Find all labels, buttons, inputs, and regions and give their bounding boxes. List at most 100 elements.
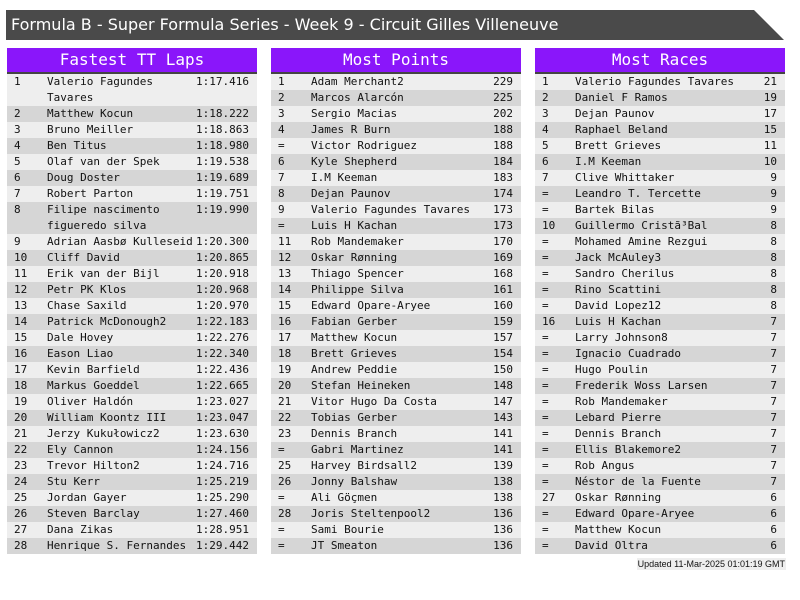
table-row: = Lebard Pierre 7 [535, 410, 785, 426]
driver-name-cell: Matthew Kocun [311, 331, 398, 344]
value-cell: 7 [770, 443, 777, 456]
value-cell: 1:18.863 [196, 123, 249, 136]
table-row: 8 Dejan Paunov 174 [271, 186, 521, 202]
table-row: 8 Filipe nascimento figueredo silva 1:19.9… [7, 202, 257, 234]
table-row: 21 Jerzy Kukułowicz2 1:23.630 [7, 426, 257, 442]
value-cell: 184 [493, 155, 513, 168]
value-cell: 169 [493, 251, 513, 264]
panel-title: Most Races [535, 48, 785, 74]
fastest-tt-laps-panel: Fastest TT Laps 1 Valerio Fagundes Tavare… [7, 48, 257, 554]
value-cell: 10 [763, 155, 777, 168]
rank-cell: 11 [14, 267, 28, 280]
value-cell: 6 [770, 539, 777, 552]
table-row: 25 Harvey Birdsall2 139 [271, 458, 521, 474]
rank-cell: 1 [14, 75, 21, 88]
rank-cell: = [278, 523, 285, 536]
value-cell: 6 [770, 523, 777, 536]
value-cell: 15 [763, 123, 777, 136]
value-cell: 1:22.436 [196, 363, 249, 376]
value-cell: 17 [763, 107, 777, 120]
table-row: = Ignacio Cuadrado 7 [535, 346, 785, 362]
rank-cell: 17 [14, 363, 28, 376]
rank-cell: 24 [14, 475, 28, 488]
table-row: 26 Steven Barclay 1:27.460 [7, 506, 257, 522]
driver-name-cell: Néstor de la Fuente [575, 475, 701, 488]
table-row: 7 I.M Keeman 183 [271, 170, 521, 186]
rank-cell: 11 [278, 235, 292, 248]
value-cell: 154 [493, 347, 513, 360]
rank-cell: 16 [14, 347, 28, 360]
table-row: 6 I.M Keeman 10 [535, 154, 785, 170]
value-cell: 8 [770, 267, 777, 280]
rank-cell: 14 [278, 283, 292, 296]
value-cell: 7 [770, 475, 777, 488]
table-row: = Matthew Kocun 6 [535, 522, 785, 538]
value-cell: 1:19.751 [196, 187, 249, 200]
table-row: 25 Jordan Gayer 1:25.290 [7, 490, 257, 506]
driver-name-cell: Olaf van der Spek [47, 155, 160, 168]
rank-cell: 1 [542, 75, 549, 88]
value-cell: 188 [493, 139, 513, 152]
table-row: 21 Vitor Hugo Da Costa 147 [271, 394, 521, 410]
driver-name-cell: Oskar Rønning [311, 251, 398, 264]
value-cell: 150 [493, 363, 513, 376]
table-row: = Néstor de la Fuente 7 [535, 474, 785, 490]
rank-cell: 22 [278, 411, 292, 424]
table-row: = Larry Johnson8 7 [535, 330, 785, 346]
driver-name-cell: JT Smeaton [311, 539, 378, 552]
table-row: 2 Matthew Kocun 1:18.222 [7, 106, 257, 122]
rank-cell: = [542, 347, 549, 360]
value-cell: 1:18.980 [196, 139, 249, 152]
driver-name-cell: Vitor Hugo Da Costa [311, 395, 437, 408]
value-cell: 7 [770, 347, 777, 360]
table-row: 16 Eason Liao 1:22.340 [7, 346, 257, 362]
rank-cell: 4 [14, 139, 21, 152]
table-row: 18 Markus Goeddel 1:22.665 [7, 378, 257, 394]
rank-cell: = [542, 427, 549, 440]
table-row: 9 Valerio Fagundes Tavares 173 [271, 202, 521, 218]
driver-name-cell: Ellis Blakemore2 [575, 443, 681, 456]
leaderboard-table: 1 Valerio Fagundes Tavares 21 2 Daniel F Ram… [535, 74, 785, 554]
value-cell: 202 [493, 107, 513, 120]
table-row: = Edward Opare-Aryee 6 [535, 506, 785, 522]
value-cell: 170 [493, 235, 513, 248]
value-cell: 174 [493, 187, 513, 200]
rank-cell: = [278, 491, 285, 504]
driver-name-cell: Adam Merchant2 [311, 75, 404, 88]
rank-cell: 23 [14, 459, 28, 472]
table-row: 20 Stefan Heineken 148 [271, 378, 521, 394]
value-cell: 6 [770, 507, 777, 520]
leaderboard-table: 1 Valerio Fagundes Tavares 1:17.416 2 Matthe… [7, 74, 257, 554]
driver-name-cell: Eason Liao [47, 347, 114, 360]
value-cell: 168 [493, 267, 513, 280]
value-cell: 157 [493, 331, 513, 344]
table-row: 12 Oskar Rønning 169 [271, 250, 521, 266]
rank-cell: 7 [278, 171, 285, 184]
table-row: 23 Trevor Hilton2 1:24.716 [7, 458, 257, 474]
table-row: 1 Valerio Fagundes Tavares 21 [535, 74, 785, 90]
rank-cell: 19 [14, 395, 28, 408]
table-row: 4 Ben Titus 1:18.980 [7, 138, 257, 154]
table-row: 3 Dejan Paunov 17 [535, 106, 785, 122]
driver-name-cell: Joris Steltenpool2 [311, 507, 431, 520]
driver-name-cell: David Oltra [575, 539, 648, 552]
rank-cell: 4 [542, 123, 549, 136]
page-title: Formula B - Super Formula Series - Week … [6, 10, 784, 40]
value-cell: 1:18.222 [196, 107, 249, 120]
table-row: 17 Kevin Barfield 1:22.436 [7, 362, 257, 378]
rank-cell: 17 [278, 331, 292, 344]
rank-cell: 2 [14, 107, 21, 120]
driver-name-cell: Dejan Paunov [311, 187, 391, 200]
driver-name-cell: Bruno Meiller [47, 123, 134, 136]
table-row: 22 Tobias Gerber 143 [271, 410, 521, 426]
value-cell: 1:20.865 [196, 251, 249, 264]
driver-name-cell: Raphael Beland [575, 123, 668, 136]
rank-cell: 5 [542, 139, 549, 152]
driver-name-cell: Dennis Branch [575, 427, 662, 440]
table-row: 7 Robert Parton 1:19.751 [7, 186, 257, 202]
table-row: 20 William Koontz III 1:23.047 [7, 410, 257, 426]
value-cell: 7 [770, 395, 777, 408]
value-cell: 1:17.416 [196, 75, 249, 88]
value-cell: 7 [770, 459, 777, 472]
rank-cell: = [542, 459, 549, 472]
